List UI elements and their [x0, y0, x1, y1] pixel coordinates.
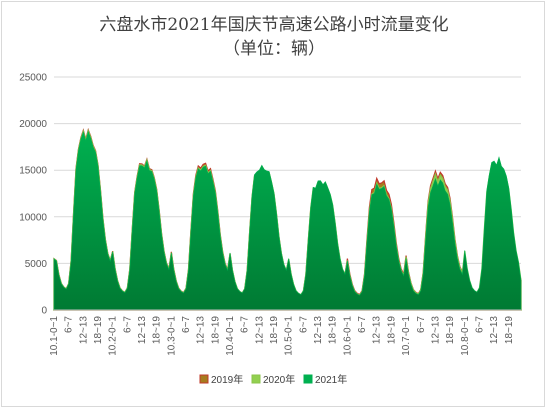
x-tick-label: 10.7-0~1 [401, 316, 412, 356]
x-tick-label: 10.3-0~1 [166, 316, 177, 356]
legend-swatch [251, 374, 261, 384]
x-tick-label: 12~13 [78, 316, 89, 345]
x-tick-label: 6~7 [357, 316, 368, 333]
y-tick-label: 25000 [19, 73, 47, 84]
x-tick-label: 6~7 [474, 316, 485, 333]
x-tick-label: 10.2-0~1 [108, 316, 119, 356]
legend-label: 2019年 [211, 373, 243, 386]
chart-title: 六盘水市2021年国庆节高速公路小时流量变化 [99, 15, 449, 35]
y-tick-label: 0 [41, 306, 47, 317]
x-tick-label: 12~13 [489, 316, 500, 345]
legend-swatch [199, 374, 209, 384]
x-tick-label: 18~19 [328, 316, 339, 345]
x-tick-label: 12~13 [372, 316, 383, 345]
x-tick-label: 12~13 [254, 316, 265, 345]
y-tick-label: 15000 [19, 166, 47, 177]
x-tick-label: 10.8-0~1 [460, 316, 471, 356]
legend-label: 2021年 [315, 373, 347, 386]
x-tick-label: 12~13 [196, 316, 207, 345]
chart-subtitle: （单位：辆） [223, 39, 325, 59]
x-tick-label: 10.5-0~1 [284, 316, 295, 356]
x-tick-label: 12~13 [313, 316, 324, 345]
x-tick-label: 18~19 [504, 316, 515, 345]
x-tick-label: 10.4-0~1 [225, 316, 236, 356]
x-tick-label: 18~19 [152, 316, 163, 345]
x-tick-label: 12~13 [430, 316, 441, 345]
x-tick-label: 6~7 [122, 316, 133, 333]
x-tick-label: 6~7 [240, 316, 251, 333]
x-tick-label: 18~19 [269, 316, 280, 345]
x-tick-label: 18~19 [93, 316, 104, 345]
y-tick-label: 10000 [19, 212, 47, 223]
area-series-2021年 [53, 130, 522, 311]
x-tick-label: 18~19 [386, 316, 397, 345]
x-tick-label: 18~19 [210, 316, 221, 345]
legend-swatch [303, 374, 313, 384]
x-tick-label: 10.1-0~1 [49, 316, 60, 356]
y-tick-label: 5000 [25, 259, 48, 270]
y-tick-label: 20000 [19, 119, 47, 130]
x-tick-label: 6~7 [181, 316, 192, 333]
x-tick-label: 10.6-0~1 [342, 316, 353, 356]
legend-label: 2020年 [263, 373, 295, 386]
x-tick-label: 6~7 [298, 316, 309, 333]
x-tick-label: 6~7 [416, 316, 427, 333]
x-tick-label: 12~13 [137, 316, 148, 345]
x-tick-label: 6~7 [64, 316, 75, 333]
x-tick-label: 18~19 [445, 316, 456, 345]
